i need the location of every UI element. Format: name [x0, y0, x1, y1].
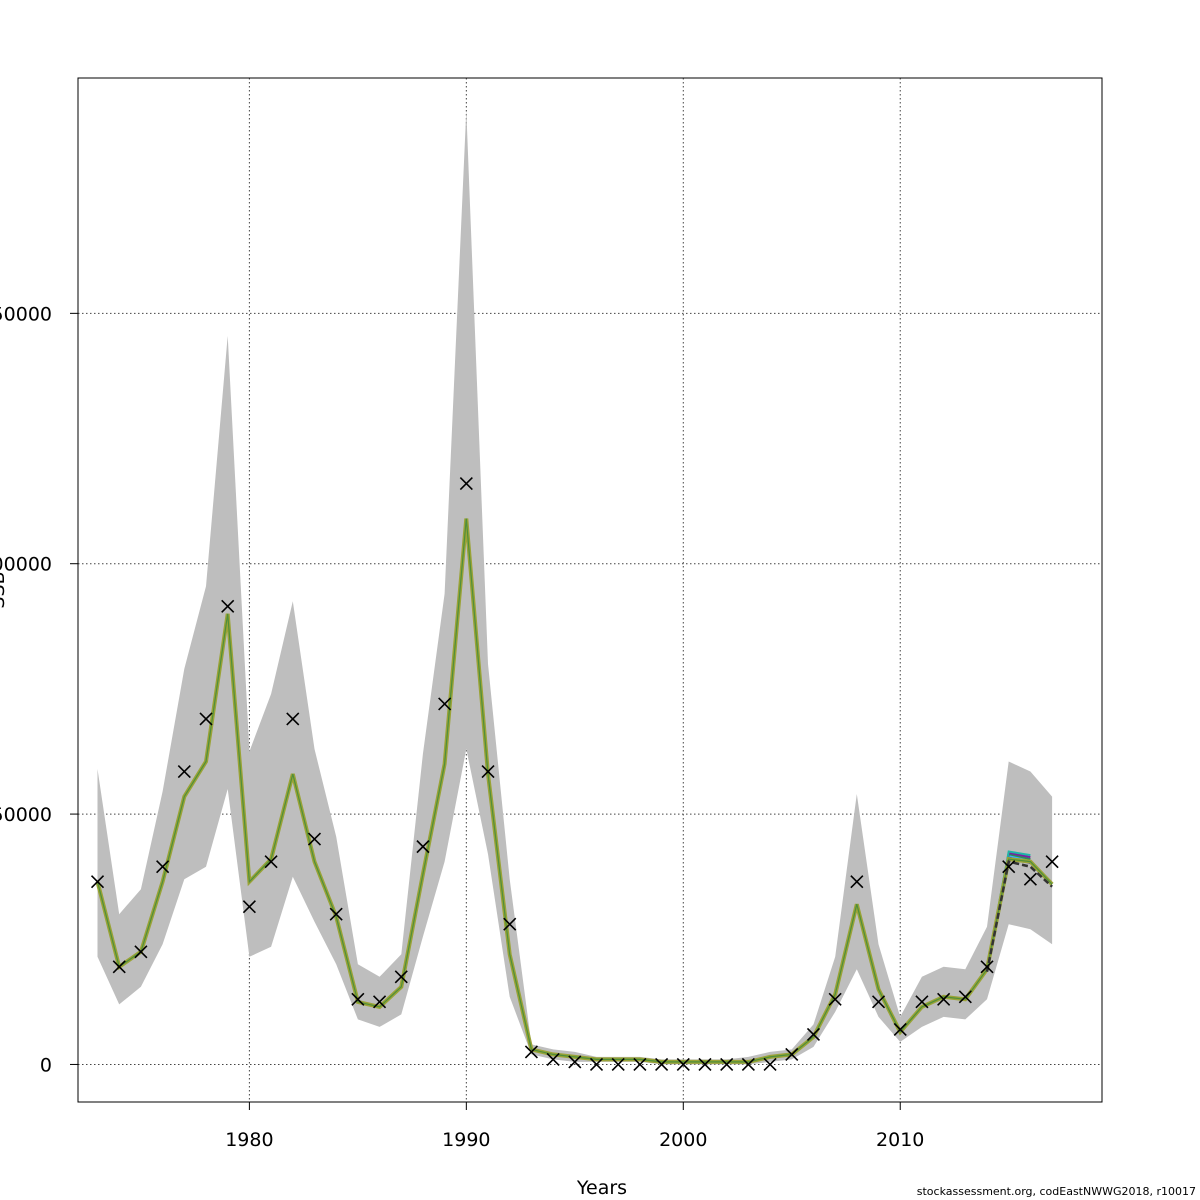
observation-marker-1995	[568, 1055, 582, 1069]
observation-marker-1974	[112, 960, 126, 974]
observation-marker-2006	[806, 1027, 821, 1041]
observation-marker-1999	[655, 1057, 669, 1072]
observation-marker-2011	[915, 995, 929, 1009]
estimate-line-core	[96, 518, 1053, 1063]
x-tick-label-1980: 1980	[225, 1129, 273, 1151]
observation-marker-2002	[720, 1057, 734, 1072]
observation-marker-2007	[828, 992, 842, 1006]
observation-marker-1982	[286, 712, 300, 726]
observation-marker-2003	[741, 1057, 755, 1072]
observation-marker-2010	[893, 1022, 907, 1036]
observation-marker-1988	[416, 840, 430, 854]
observation-marker-2012	[937, 992, 951, 1006]
observation-marker-1993	[524, 1045, 538, 1059]
observation-marker-1978	[199, 712, 213, 726]
y-tick-label-0: 0	[40, 1054, 52, 1076]
observation-marker-1997	[611, 1057, 625, 1072]
observation-marker-1984	[329, 907, 343, 921]
observation-marker-1990	[459, 477, 473, 491]
observation-marker-2004	[763, 1057, 777, 1072]
observation-marker-1983	[307, 832, 322, 846]
observation-marker-2016	[1023, 872, 1037, 886]
y-tick-label-150000: 150000	[0, 303, 52, 325]
observation-marker-1976	[156, 860, 170, 874]
observation-marker-2014	[980, 960, 994, 974]
y-tick-label-50000: 50000	[0, 804, 52, 826]
observation-marker-2013	[958, 990, 972, 1004]
observation-marker-2017	[1045, 855, 1059, 869]
observation-marker-2008	[850, 875, 864, 889]
y-axis-title: SSB	[0, 571, 9, 608]
observation-marker-2009	[871, 995, 886, 1009]
observation-marker-1987	[394, 970, 408, 984]
x-tick-label-1990: 1990	[442, 1129, 490, 1151]
observation-marker-1991	[481, 764, 495, 779]
observation-marker-1985	[351, 992, 365, 1006]
confidence-band	[97, 110, 1053, 1065]
observation-marker-1979	[221, 599, 235, 613]
observation-marker-1998	[633, 1057, 647, 1072]
x-tick-label-2010: 2010	[876, 1129, 924, 1151]
x-axis-ticks: 1980 1990 2000 2010	[225, 1102, 924, 1151]
dashed-estimate-line	[985, 860, 1053, 973]
observation-marker-2005	[785, 1047, 799, 1061]
observation-marker-1975	[134, 945, 148, 959]
x-tick-label-2000: 2000	[659, 1129, 707, 1151]
observation-marker-2015	[1002, 860, 1016, 874]
observation-marker-2001	[698, 1057, 712, 1072]
observation-marker-1981	[264, 855, 278, 869]
observation-marker-1980	[242, 900, 256, 914]
observation-marker-1996	[589, 1057, 604, 1072]
observation-marker-1994	[546, 1052, 560, 1067]
observation-marker-2000	[676, 1057, 690, 1072]
observation-marker-1986	[372, 995, 387, 1009]
observation-marker-1977	[177, 764, 191, 779]
observation-markers	[90, 477, 1059, 1072]
observation-marker-1973	[90, 875, 105, 889]
plot-frame	[77, 77, 1103, 1103]
x-axis-title: Years	[576, 1177, 627, 1199]
observation-marker-1989	[438, 697, 452, 711]
source-credit: stockassessment.org, codEastNWWG2018, r1…	[916, 1185, 1196, 1198]
observation-marker-1992	[503, 917, 517, 931]
